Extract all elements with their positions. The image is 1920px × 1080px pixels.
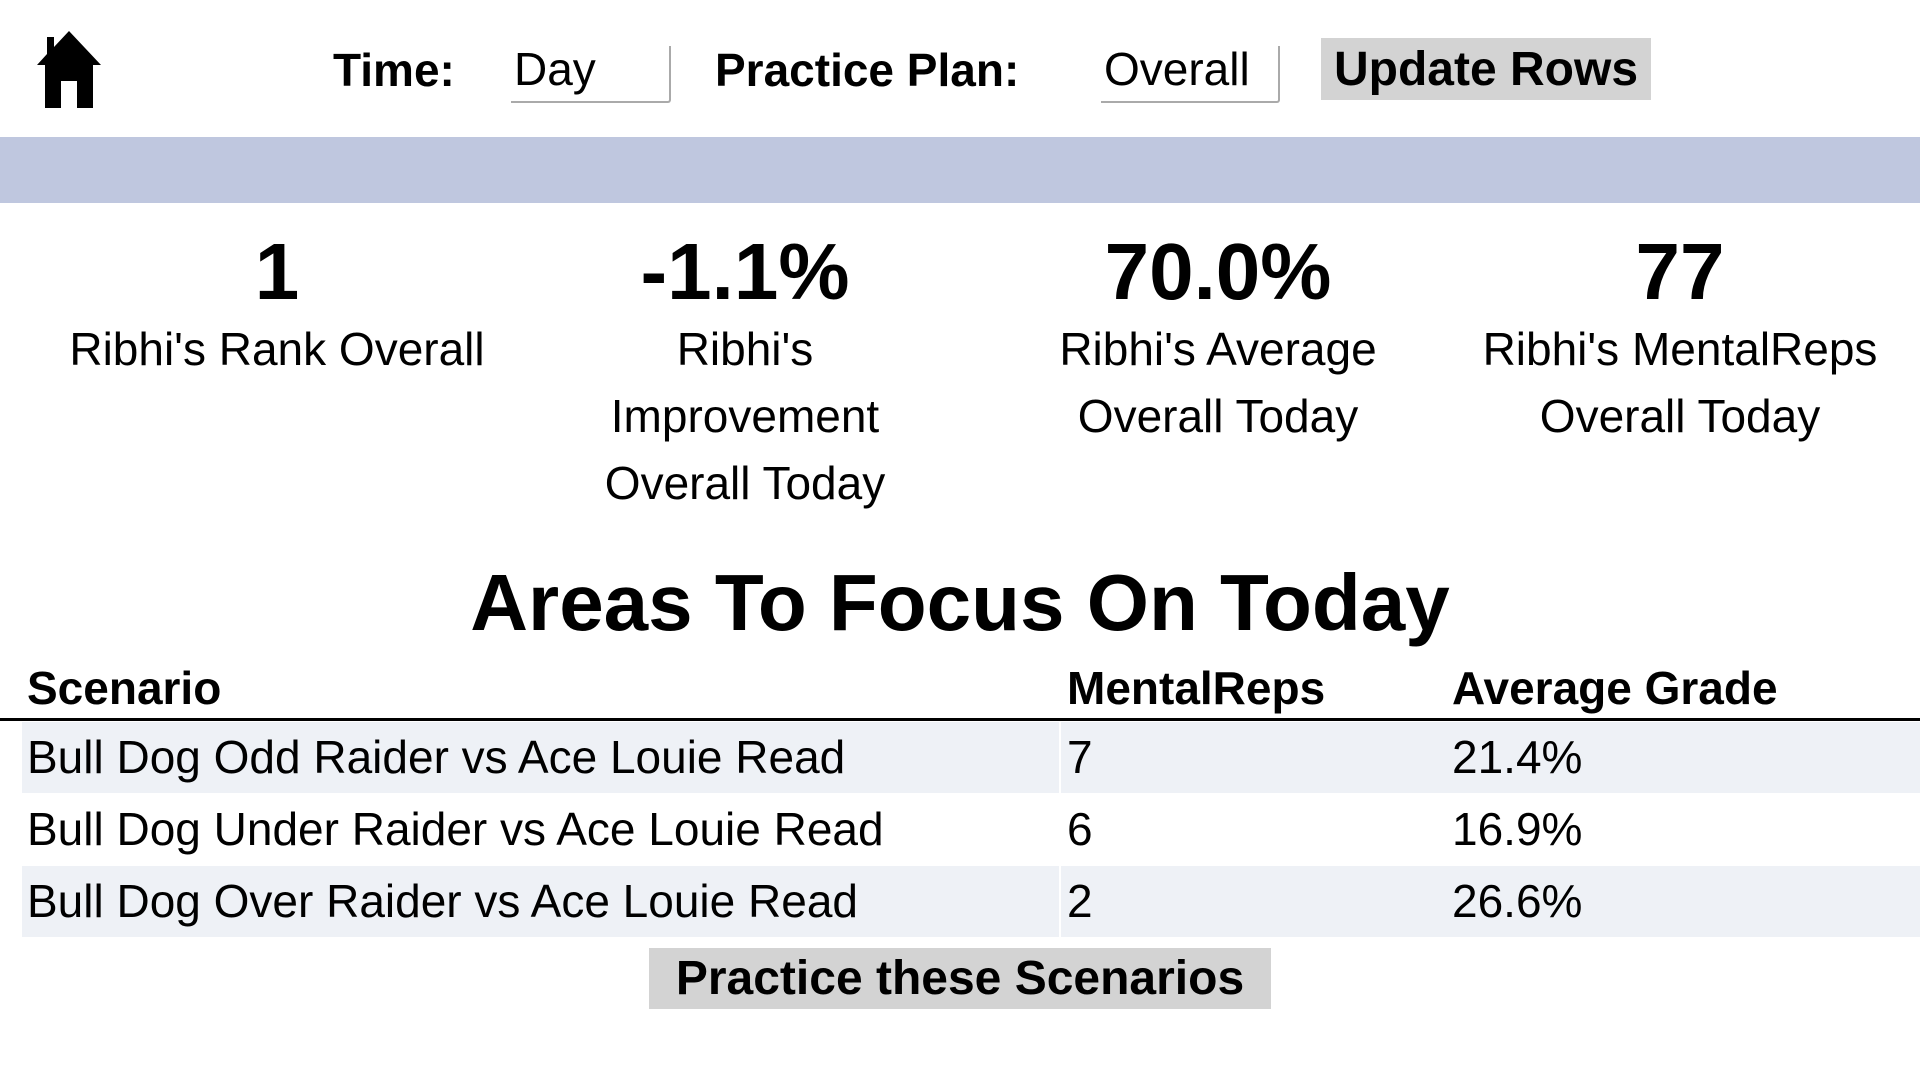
stat-caption: Improvement — [610, 390, 880, 442]
stat-improvement: -1.1% Ribhi's Improvement Overall Today — [510, 228, 980, 517]
table-row[interactable]: Bull Dog Over Raider vs Ace Louie Read 2… — [22, 866, 1920, 937]
mentalreps-cell: 7 — [1067, 731, 1093, 783]
stats-cell: 7 21.4% — [1061, 722, 1920, 793]
stat-caption: Overall Today — [1539, 390, 1821, 442]
stat-rank: 1 Ribhi's Rank Overall — [42, 228, 512, 383]
stat-caption: Ribhi's — [676, 323, 814, 375]
header-divider — [0, 718, 1920, 721]
table-row[interactable]: Bull Dog Under Raider vs Ace Louie Read … — [22, 794, 1920, 865]
table-row[interactable]: Bull Dog Odd Raider vs Ace Louie Read 7 … — [22, 722, 1920, 793]
stat-mentalreps: 77 Ribhi's MentalReps Overall Today — [1445, 228, 1915, 450]
average-grade-cell: 21.4% — [1452, 731, 1583, 783]
update-rows-button[interactable]: Update Rows — [1321, 38, 1651, 100]
practice-plan-label: Practice Plan: — [715, 44, 1020, 96]
time-label: Time: — [333, 44, 455, 96]
average-grade-cell: 16.9% — [1452, 803, 1583, 855]
stat-value: 1 — [254, 227, 300, 316]
scenario-cell: Bull Dog Under Raider vs Ace Louie Read — [27, 803, 884, 855]
stat-caption: Overall Today — [1077, 390, 1359, 442]
practice-scenarios-button[interactable]: Practice these Scenarios — [649, 948, 1271, 1009]
stats-cell: 6 16.9% — [1061, 794, 1920, 865]
stat-value: 77 — [1635, 227, 1725, 316]
scenario-cell: Bull Dog Over Raider vs Ace Louie Read — [22, 866, 1059, 937]
column-header-mentalreps: MentalReps — [1067, 662, 1326, 714]
mentalreps-cell: 2 — [1067, 875, 1093, 927]
scenario-cell: Bull Dog Odd Raider vs Ace Louie Read — [22, 722, 1059, 793]
column-header-scenario: Scenario — [27, 662, 222, 714]
home-button[interactable] — [37, 31, 101, 108]
mentalreps-cell: 6 — [1067, 803, 1093, 855]
stat-caption: Ribhi's MentalReps — [1482, 323, 1878, 375]
stat-value: -1.1% — [640, 227, 850, 316]
stat-caption: Ribhi's Rank Overall — [69, 323, 485, 375]
header-band — [0, 137, 1920, 203]
stat-caption: Ribhi's Average — [1059, 323, 1377, 375]
time-select[interactable]: Day — [511, 46, 671, 103]
stat-average: 70.0% Ribhi's Average Overall Today — [983, 228, 1453, 450]
stat-caption: Overall Today — [604, 457, 886, 509]
stats-cell: 2 26.6% — [1061, 866, 1920, 937]
column-header-average-grade: Average Grade — [1452, 662, 1778, 714]
home-icon — [37, 31, 101, 108]
average-grade-cell: 26.6% — [1452, 875, 1583, 927]
stat-value: 70.0% — [1104, 227, 1332, 316]
practice-plan-select[interactable]: Overall — [1101, 46, 1280, 103]
focus-title: Areas To Focus On Today — [470, 558, 1450, 647]
